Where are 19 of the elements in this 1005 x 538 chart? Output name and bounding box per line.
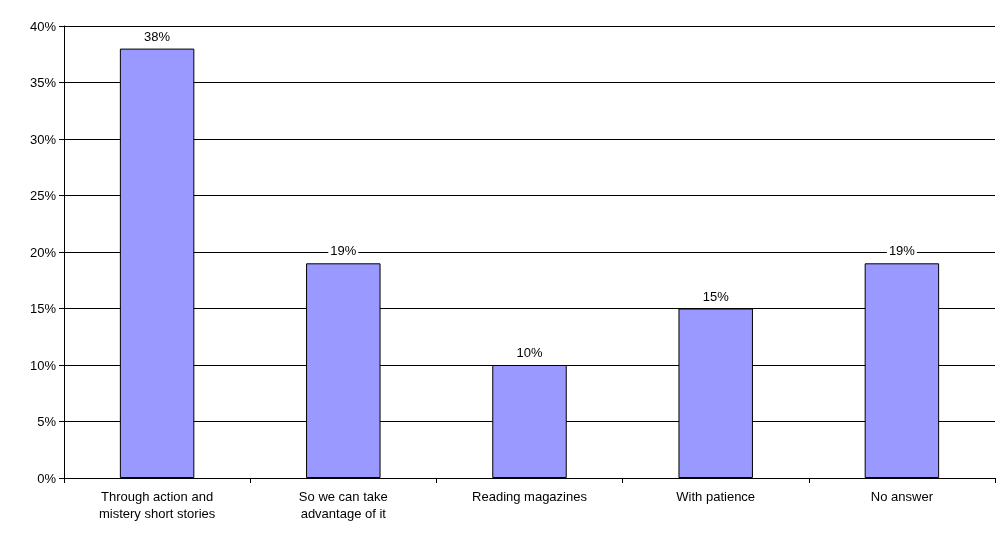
data-label: 19% xyxy=(330,243,357,259)
y-tick-label: 25% xyxy=(29,188,57,203)
x-tick-label: No answer xyxy=(870,489,934,504)
x-tick-label: Reading magazines xyxy=(472,489,588,504)
y-tick-label: 40% xyxy=(29,18,57,34)
y-tick-label: 20% xyxy=(29,244,57,260)
x-tick-label: With patience xyxy=(676,489,756,504)
x-tick-label: Through action and mistery short stories xyxy=(98,489,216,521)
y-tick-label: 15% xyxy=(29,301,57,316)
x-tick-label: So we can take advantage of it xyxy=(298,489,388,521)
data-label: 38% xyxy=(144,28,171,44)
y-tick-label: 35% xyxy=(29,75,57,90)
data-label: 19% xyxy=(888,243,916,259)
data-label: 10% xyxy=(516,345,543,360)
y-tick-label: 5% xyxy=(37,414,57,429)
y-tick-label: 30% xyxy=(29,131,57,147)
y-tick-label: 0% xyxy=(37,470,57,486)
data-label: 15% xyxy=(702,288,730,304)
y-tick-label: 10% xyxy=(29,357,57,373)
